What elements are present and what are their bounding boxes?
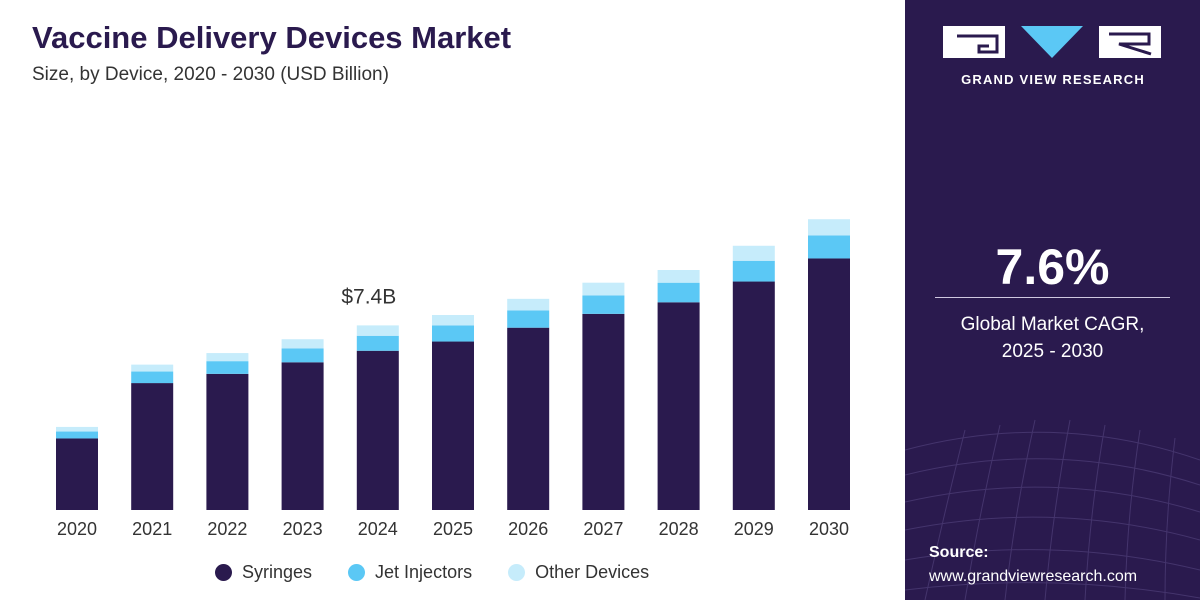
- legend-label: Other Devices: [535, 562, 650, 582]
- stacked-bar-chart: 2020 2021 2022 2023 2024 $7.4B 2025 2026 2027 202…: [56, 219, 850, 539]
- bar-2026-jet-injectors: [507, 310, 550, 328]
- bar-2030-other-devices: [808, 219, 850, 236]
- bar-2029-syringes: [732, 281, 775, 510]
- bar-2021-syringes: [131, 383, 174, 510]
- bar-2030-syringes: [808, 258, 850, 510]
- bar-2022-jet-injectors: [206, 361, 249, 374]
- bar-2020-syringes: [56, 438, 98, 510]
- bar-2027-syringes: [582, 313, 625, 510]
- legend-swatch: [508, 564, 526, 581]
- x-tick-label: 2028: [659, 519, 699, 539]
- bar-2024-other-devices: [356, 325, 399, 336]
- bar-2025-other-devices: [432, 315, 474, 326]
- bar-2028-syringes: [657, 302, 700, 510]
- bar-2029-other-devices: [732, 245, 775, 261]
- source-title: Source:: [929, 544, 989, 561]
- x-tick-label: 2026: [508, 519, 548, 539]
- legend-label: Jet Injectors: [375, 562, 473, 582]
- bar-2027-other-devices: [582, 282, 625, 296]
- chart-subtitle: Size, by Device, 2020 - 2030 (USD Billio…: [32, 64, 389, 85]
- bar-2025-jet-injectors: [432, 325, 474, 342]
- bar-2023-syringes: [281, 362, 324, 510]
- bar-2023-other-devices: [281, 339, 324, 349]
- chart-title: Vaccine Delivery Devices Market: [32, 20, 512, 55]
- legend-label: Syringes: [242, 562, 313, 582]
- bar-2029-jet-injectors: [732, 260, 775, 282]
- cagr-label-line1: Global Market CAGR,: [960, 314, 1145, 335]
- legend-swatch: [348, 564, 366, 581]
- data-label-2024: $7.4B: [341, 285, 396, 308]
- grid-pattern-decoration: [905, 419, 1200, 600]
- bar-2023-jet-injectors: [281, 348, 324, 363]
- info-panel: GRAND VIEW RESEARCH 7.6% Global Market C…: [905, 0, 1200, 600]
- brand-logo: GRAND VIEW RESEARCH: [943, 22, 1163, 87]
- bar-2022-other-devices: [206, 353, 249, 362]
- cagr-label: Global Market CAGR, 2025 - 2030: [905, 311, 1200, 365]
- x-tick-label: 2027: [583, 519, 623, 539]
- bar-2022-syringes: [206, 373, 249, 510]
- legend-swatch: [215, 564, 232, 581]
- bar-2021-other-devices: [131, 364, 174, 372]
- chart-legend: Syringes Jet Injectors Other Devices: [215, 562, 649, 583]
- gvr-logo-icon: [943, 26, 1161, 58]
- legend-item-other-devices: Other Devices: [508, 562, 649, 583]
- x-tick-label: 2030: [809, 519, 849, 539]
- x-tick-label: 2029: [734, 519, 774, 539]
- x-tick-label: 2025: [433, 519, 473, 539]
- bar-2027-jet-injectors: [582, 295, 625, 314]
- bar-2024-jet-injectors: [356, 335, 399, 351]
- bar-2026-syringes: [507, 327, 550, 510]
- bar-2026-other-devices: [507, 298, 550, 311]
- cagr-label-line2: 2025 - 2030: [1001, 341, 1104, 362]
- legend-item-syringes: Syringes: [215, 562, 312, 583]
- bar-2025-syringes: [432, 341, 474, 510]
- x-tick-label: 2022: [207, 519, 247, 539]
- bar-2030-jet-injectors: [808, 235, 850, 259]
- brand-name: GRAND VIEW RESEARCH: [961, 72, 1145, 87]
- bar-2021-jet-injectors: [131, 371, 174, 384]
- bar-2020-other-devices: [56, 426, 98, 432]
- x-tick-label: 2020: [57, 519, 97, 539]
- x-tick-label: 2023: [283, 519, 323, 539]
- divider: [935, 297, 1170, 298]
- x-tick-label: 2024: [358, 519, 398, 539]
- cagr-value: 7.6%: [995, 239, 1110, 295]
- x-tick-label: 2021: [132, 519, 172, 539]
- bar-2028-jet-injectors: [657, 282, 700, 303]
- chart-panel: Vaccine Delivery Devices Market Size, by…: [32, 20, 850, 583]
- bar-2028-other-devices: [657, 270, 700, 283]
- legend-item-jet-injectors: Jet Injectors: [348, 562, 472, 583]
- source-link[interactable]: www.grandviewresearch.com: [929, 568, 1138, 585]
- bar-2020-jet-injectors: [56, 431, 98, 439]
- bar-2024-syringes: [356, 350, 399, 510]
